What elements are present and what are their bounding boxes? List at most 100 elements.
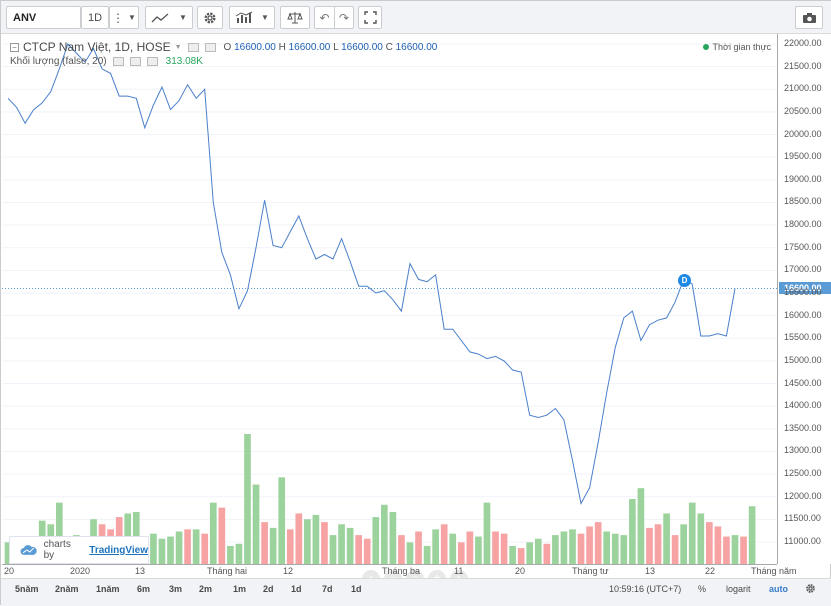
settings-icon[interactable]	[129, 57, 141, 66]
undo-button[interactable]: ↶	[314, 6, 334, 29]
time-tick-label: 22	[705, 566, 716, 576]
volume-bar	[440, 524, 448, 564]
volume-value: 313.08K	[165, 56, 203, 67]
volume-bar	[295, 513, 303, 564]
fullscreen-icon	[363, 11, 377, 24]
price-tick-label: 11000.00	[784, 536, 821, 546]
chevron-down-icon[interactable]: ▼	[174, 43, 182, 51]
volume-bar	[646, 527, 653, 564]
volume-bar	[492, 531, 499, 564]
volume-bar	[714, 526, 722, 564]
volume-bar	[252, 484, 260, 564]
volume-bar	[543, 543, 551, 564]
range-button[interactable]: 2m	[199, 584, 213, 594]
gear-icon	[204, 11, 216, 24]
log-toggle[interactable]: logarit	[726, 584, 751, 594]
undo-icon: ↶	[319, 10, 330, 25]
range-button[interactable]: 1m	[233, 584, 247, 594]
visibility-icon[interactable]	[112, 57, 124, 66]
price-tick-label: 17500.00	[784, 241, 822, 252]
volume-bar	[629, 499, 636, 564]
volume-bar	[620, 535, 628, 564]
range-button[interactable]: 1d	[291, 584, 302, 594]
chevron-down-icon: ▼	[179, 13, 187, 22]
fullscreen-button[interactable]	[358, 6, 382, 29]
bottom-toolbar: 10:59:16 (UTC+7) % logarit auto 5năm 2năm…	[1, 578, 831, 606]
tradingview-badge[interactable]: charts by TradingView	[9, 536, 149, 564]
interval-menu-button[interactable]: ⋮ ▼	[109, 6, 139, 29]
range-button[interactable]: 7d	[322, 584, 333, 594]
price-tick-label: 16000.00	[784, 309, 822, 320]
price-axis[interactable]: 16600.00 22000.00 21500.00 21000.00 20500.0…	[777, 34, 831, 564]
volume-bar	[278, 477, 286, 564]
volume-bar	[346, 527, 354, 564]
volume-bar	[706, 522, 713, 564]
range-button[interactable]: 1năm	[96, 584, 120, 594]
volume-bar	[432, 529, 439, 564]
symbol-input[interactable]: ANV	[6, 6, 81, 29]
compare-button[interactable]	[280, 6, 310, 29]
volume-bar	[244, 434, 251, 564]
volume-bar	[209, 502, 217, 564]
price-tick-label: 13500.00	[784, 422, 822, 433]
volume-bar	[4, 542, 12, 564]
volume-bar	[415, 531, 422, 564]
time-tick-label: Tháng năm	[751, 566, 797, 576]
cloud-icon	[20, 545, 37, 555]
range-button[interactable]: 6m	[137, 584, 151, 594]
volume-bar	[398, 535, 405, 564]
indicators-icon	[235, 11, 253, 23]
time-tick-label: 2020	[70, 566, 91, 576]
snapshot-button[interactable]	[795, 6, 823, 29]
realtime-status: Thời gian thực	[702, 42, 771, 52]
time-axis[interactable]: 20 2020 13 Tháng hai 12 Tháng ba 11 20 Tháng tư 1…	[2, 564, 797, 578]
volume-bar	[560, 531, 568, 564]
range-button[interactable]: 2năm	[55, 584, 79, 594]
top-toolbar: ANV 1D ⋮ ▼ ▼ ▼ ↶ ↷	[1, 1, 831, 34]
volume-bar	[167, 536, 174, 564]
volume-bar	[158, 538, 166, 564]
volume-bar	[569, 529, 576, 564]
redo-button[interactable]: ↷	[334, 6, 354, 29]
chart-style-button[interactable]: ▼	[145, 6, 193, 29]
clock: 10:59:16 (UTC+7)	[609, 584, 682, 594]
badge-brand-link[interactable]: TradingView	[89, 544, 148, 556]
price-tick-label: 20500.00	[784, 105, 822, 116]
range-button[interactable]: 3m	[169, 584, 183, 594]
percent-toggle[interactable]: %	[698, 584, 707, 594]
settings-button[interactable]	[805, 583, 816, 597]
auto-toggle[interactable]: auto	[769, 584, 788, 594]
volume-bar	[680, 524, 688, 564]
settings-icon[interactable]	[204, 42, 216, 52]
chart-pane[interactable]: − CTCP Nam Việt, 1D, HOSE ▼ O 16600.00 H…	[2, 34, 777, 588]
price-tick-label: 13000.00	[784, 445, 822, 456]
volume-bar	[654, 524, 662, 564]
close-icon[interactable]	[146, 57, 158, 66]
price-tick-label: 15500.00	[784, 332, 822, 343]
volume-label: Khối lượng (false, 20)	[10, 56, 107, 67]
dividend-badge[interactable]: D	[678, 274, 691, 287]
volume-bar	[552, 535, 559, 564]
visibility-icon[interactable]	[187, 42, 199, 52]
indicators-button[interactable]: ▼	[229, 6, 275, 29]
settings-button[interactable]	[197, 6, 223, 29]
volume-bar	[380, 504, 388, 564]
collapse-icon[interactable]: −	[10, 42, 19, 52]
volume-bar	[697, 513, 705, 564]
camera-icon	[802, 12, 816, 23]
price-tick-label: 14500.00	[784, 377, 822, 388]
volume-bar	[312, 514, 320, 564]
price-tick-label: 16500.00	[784, 287, 822, 297]
range-button[interactable]: 2d	[263, 584, 274, 594]
more-vertical-icon: ⋮	[112, 10, 125, 25]
volume-bar	[175, 531, 183, 564]
gear-icon	[806, 584, 815, 593]
range-button[interactable]: 1d	[351, 584, 362, 594]
range-button[interactable]: 5năm	[15, 584, 39, 594]
volume-bar	[509, 545, 516, 564]
interval-button[interactable]: 1D	[81, 6, 109, 29]
volume-bar	[534, 538, 542, 564]
volume-bar	[235, 543, 243, 564]
volume-bar	[201, 533, 209, 564]
volume-bar	[723, 536, 730, 564]
